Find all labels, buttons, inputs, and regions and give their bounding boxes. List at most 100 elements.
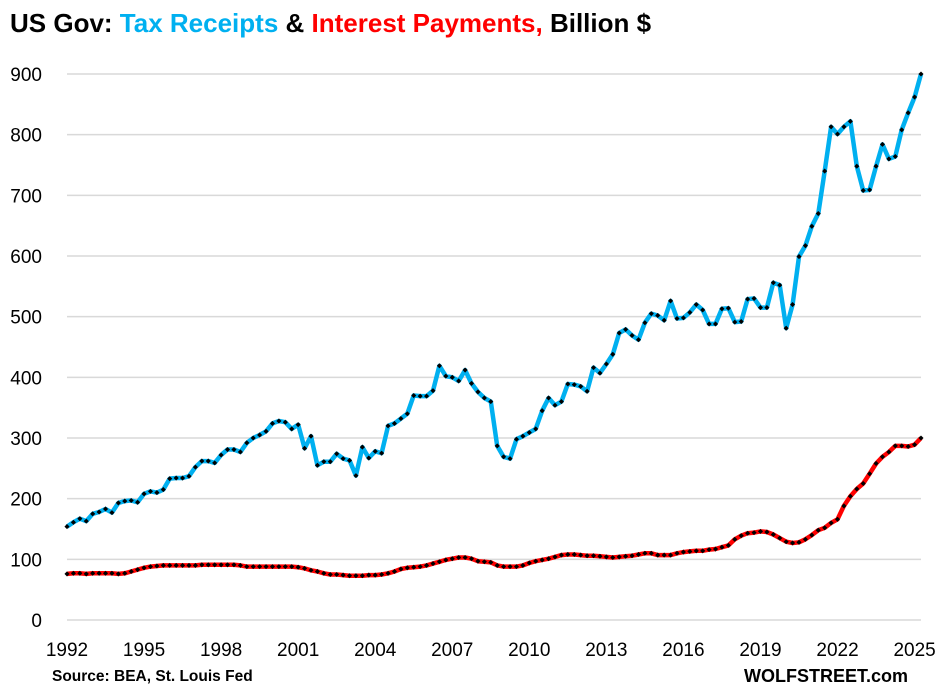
x-tick-label: 2007 [431,640,473,661]
tax-receipts-point [154,490,160,496]
tax-receipts-point [571,382,577,388]
tax-receipts-point [224,446,231,453]
tax-receipts-point [173,475,179,481]
tax-receipts-point [712,321,719,327]
interest-payments-point [725,542,731,548]
interest-payments-point [790,540,796,546]
interest-payments-point [687,548,693,554]
interest-payments-point [391,568,398,575]
y-tick-label: 600 [10,247,42,268]
tax-receipts-point [135,499,141,505]
tax-receipts-point [815,210,821,217]
tax-receipts-point [212,460,218,466]
interest-payments-point [257,564,263,570]
tax-receipts-point [379,450,385,456]
tax-receipts-point [411,392,417,399]
interest-payments-point [783,539,789,545]
tax-receipts-point [552,402,558,408]
tax-receipts-point [180,475,186,481]
y-tick-label: 800 [10,126,42,147]
tax-receipts-point [443,373,449,379]
interest-payments-point [507,564,513,570]
interest-payments-point [539,557,545,563]
tax-receipts-point [404,411,410,417]
tax-receipts-point [629,332,635,339]
interest-payments-point [796,539,802,545]
tax-receipts-point [398,416,404,422]
series-markers [64,71,924,579]
x-tick-label: 2001 [277,640,319,661]
interest-payments-point [668,552,674,558]
interest-payments-point [379,571,385,578]
interest-payments-point [552,554,558,560]
x-tick-label: 2016 [662,640,704,661]
interest-payments-point [854,486,860,492]
interest-payments-point [501,564,507,570]
y-tick-label: 500 [10,308,42,329]
x-axis-ticks: 1992 1995 1998 2001 2004 2007 2010 2013 2016 2019… [46,640,936,661]
x-tick-label: 2004 [354,640,397,661]
tax-receipts-point [186,473,192,479]
interest-payments-point [546,556,552,562]
interest-payments-point [308,567,314,573]
tax-receipts-point [796,254,802,260]
chart-title: US Gov: Tax Receipts & Interest Payments… [10,8,651,39]
interest-payments-point [751,530,757,536]
y-tick-label: 200 [10,490,42,511]
tax-receipts-point [558,399,564,405]
interest-payments-point [809,532,815,538]
tax-receipts-point [520,433,526,439]
tax-receipts-line [65,73,924,529]
interest-payments-point [584,553,590,559]
x-tick-label: 1992 [46,640,88,661]
tax-receipts-point [674,315,680,322]
y-tick-label: 400 [10,368,42,389]
tax-receipts-point [302,445,308,451]
source-note: Source: BEA, St. Louis Fed [52,668,253,685]
interest-payments-point [892,443,898,449]
interest-payments-point [269,564,276,570]
interest-payments-point [738,533,744,539]
tax-receipts-point [257,432,263,438]
tax-receipts-point [218,452,224,458]
tax-receipts-point [282,419,288,425]
tax-receipts-point [231,446,237,453]
interest-payments-point [802,536,808,542]
tax-receipts-point [192,464,198,470]
interest-payments-point [648,550,654,556]
title-units: Billion $ [542,8,652,38]
tax-receipts-point [456,378,462,384]
tax-receipts-point [334,451,340,457]
interest-payments-point [533,558,539,564]
x-tick-label: 1995 [123,640,165,661]
tax-receipts-point [237,449,243,455]
tax-receipts-point [308,433,314,439]
interest-payments-point [282,564,288,570]
tax-receipts-point [289,426,295,432]
tax-receipts-point [321,459,327,465]
interest-payments-point [610,554,616,561]
tax-receipts-point [372,448,378,454]
tax-receipts-point [128,497,134,504]
interest-payments-point [822,525,828,531]
gridlines [67,73,921,621]
interest-payments-point [565,551,571,558]
x-tick-label: 2010 [508,640,550,661]
tax-receipts-point [430,388,436,394]
interest-payments-point [642,550,648,556]
interest-payments-point [385,570,391,576]
tax-receipts-point [777,282,783,288]
y-tick-label: 0 [31,611,42,632]
interest-payments-point [295,564,301,570]
tax-receipts-point [141,491,147,497]
tax-receipts-point [424,393,430,399]
interest-payments-point [899,443,905,449]
tax-receipts-point [417,393,423,399]
interest-payments-point [289,564,295,570]
tax-receipts-point [295,422,301,428]
tax-receipts-point [385,423,391,429]
title-ampersand: & [278,8,312,38]
tax-receipts-point [205,458,211,464]
interest-payments-point [526,560,532,566]
